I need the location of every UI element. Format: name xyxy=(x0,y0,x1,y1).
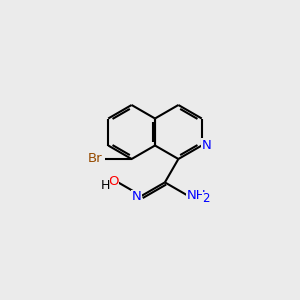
Text: NH: NH xyxy=(187,189,206,203)
Text: 2: 2 xyxy=(202,192,210,206)
Text: N: N xyxy=(132,190,141,203)
Text: N: N xyxy=(202,139,211,152)
Text: O: O xyxy=(108,175,119,188)
Text: Br: Br xyxy=(87,152,102,166)
Text: H: H xyxy=(100,179,110,192)
